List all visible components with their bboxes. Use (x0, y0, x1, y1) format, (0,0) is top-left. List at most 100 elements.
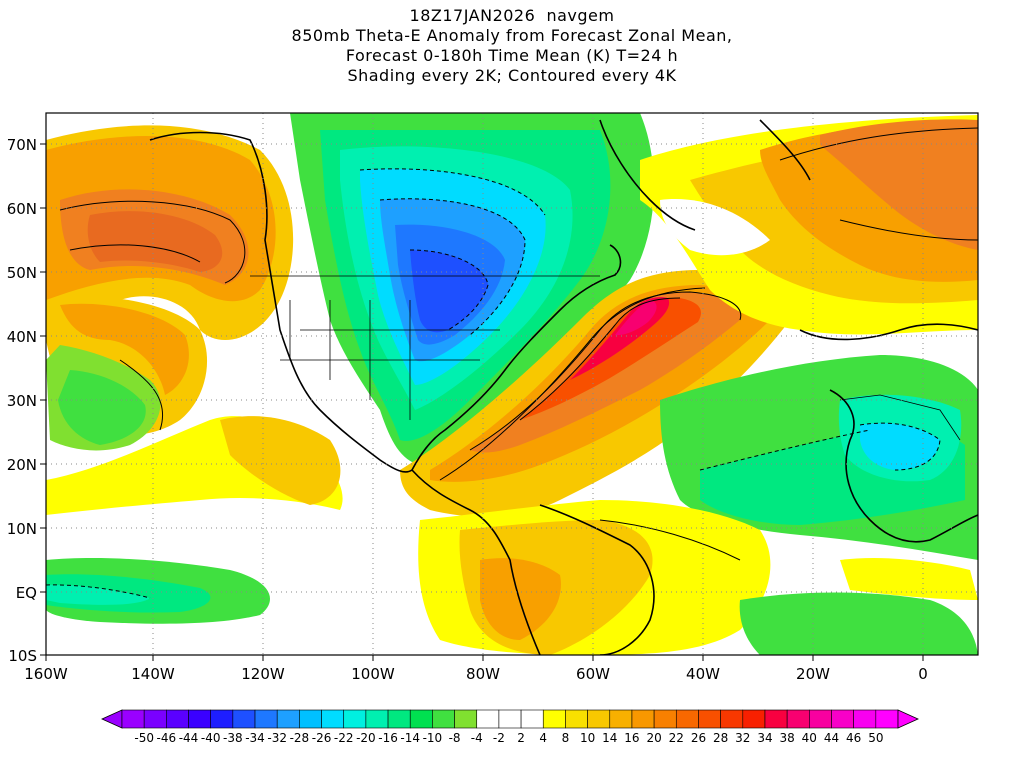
colorbar-label: -10 (423, 731, 443, 745)
lon-label: 120W (241, 665, 285, 683)
colorbar-label: 16 (624, 731, 639, 745)
title-block: 18Z17JAN2026 navgem 850mb Theta-E Anomal… (0, 6, 1024, 86)
colorbar-label: 28 (713, 731, 728, 745)
colorbar-label: -2 (493, 731, 505, 745)
colorbar-label: 40 (802, 731, 817, 745)
colorbar-swatch (609, 709, 633, 729)
colorbar-label: -22 (334, 731, 354, 745)
colorbar-swatch (343, 709, 367, 729)
colorbar-label: 14 (602, 731, 617, 745)
colorbar-label: -38 (223, 731, 243, 745)
colorbar-swatch (675, 709, 699, 729)
colorbar-swatch (698, 709, 721, 729)
lon-label: 140W (131, 665, 175, 683)
colorbar-label: -44 (179, 731, 199, 745)
colorbar-label: 10 (580, 731, 595, 745)
colorbar-swatch (432, 709, 455, 729)
colorbar-swatch (254, 709, 278, 729)
colorbar-label: -28 (290, 731, 310, 745)
colorbar-swatch (742, 709, 766, 729)
colorbar-label: -8 (449, 731, 461, 745)
colorbar-label: -4 (471, 731, 483, 745)
colorbar-label: -26 (312, 731, 332, 745)
grid-lines (46, 113, 978, 655)
colorbar-swatch (587, 709, 611, 729)
colorbar-arrow-low (101, 709, 123, 729)
colorbar-swatch (121, 709, 145, 729)
colorbar-label: -14 (400, 731, 420, 745)
colorbar-swatch (809, 709, 832, 729)
lon-label: 20W (796, 665, 830, 683)
colorbar-label: 50 (868, 731, 883, 745)
longitude-labels: 160W 140W 120W 100W 80W 60W 40W 20W 0 (24, 665, 928, 683)
colorbar-swatch (720, 709, 744, 729)
colorbar-label: 46 (846, 731, 861, 745)
colorbar-swatch (299, 709, 322, 729)
colorbar-swatch (520, 709, 544, 729)
colorbar-swatch (365, 709, 389, 729)
colorbar-swatch (387, 709, 411, 729)
colorbar-swatch (764, 709, 788, 729)
colorbar-swatch (786, 709, 810, 729)
colorbar-swatch (143, 709, 167, 729)
lat-label: 30N (7, 392, 37, 410)
colorbar-label: 8 (562, 731, 570, 745)
colorbar-label: 32 (735, 731, 750, 745)
colorbar-label: 2 (517, 731, 525, 745)
colorbar-label: 34 (757, 731, 772, 745)
colorbar-label: 22 (669, 731, 684, 745)
axis-ticks (40, 143, 924, 661)
colorbar-label: -32 (267, 731, 287, 745)
colorbar-swatch (321, 709, 345, 729)
lat-label: 10S (8, 647, 37, 665)
coastlines (149, 119, 978, 655)
lat-label: 40N (7, 328, 37, 346)
political-boundaries (250, 275, 961, 441)
title-line-4: Shading every 2K; Contoured every 4K (347, 66, 677, 85)
lat-label: 50N (7, 264, 37, 282)
lon-label: 60W (576, 665, 610, 683)
colorbar-swatch (875, 709, 899, 729)
colorbar-swatch (232, 709, 256, 729)
lon-label: 100W (351, 665, 395, 683)
lat-label: 20N (7, 456, 37, 474)
colorbar-label: 4 (539, 731, 547, 745)
lat-label: 10N (7, 520, 37, 538)
colorbar-swatch (831, 709, 854, 729)
colorbar-label: -34 (245, 731, 265, 745)
colorbar-swatch (653, 709, 677, 729)
colorbar-swatch (454, 709, 478, 729)
lon-label: 0 (918, 665, 928, 683)
map-frame (45, 112, 979, 656)
colorbar-swatch (166, 709, 189, 729)
title-line-2: 850mb Theta-E Anomaly from Forecast Zona… (291, 26, 733, 45)
lon-label: 160W (24, 665, 68, 683)
colorbar-swatch (565, 709, 588, 729)
colorbar-swatch (498, 709, 522, 729)
colorbar-label: 20 (646, 731, 661, 745)
colorbar-label: -50 (134, 731, 154, 745)
colorbar-swatch (409, 709, 433, 729)
colorbar-label: -16 (378, 731, 398, 745)
colorbar-arrow-high (897, 709, 919, 729)
contour-lines (59, 127, 978, 561)
latitude-labels: 70N 60N 50N 40N 30N 20N 10N EQ 10S (7, 136, 37, 665)
map-field (46, 113, 978, 655)
lat-label: EQ (16, 584, 37, 602)
title-line-3: Forecast 0-180h Time Mean (K) T=24 h (345, 46, 679, 65)
lat-label: 60N (7, 200, 37, 218)
colorbar-label: -20 (356, 731, 376, 745)
colorbar-swatch (188, 709, 211, 729)
colorbar-swatch (276, 709, 300, 729)
colorbar-swatch (631, 709, 655, 729)
colorbar-swatch (210, 709, 234, 729)
colorbar-swatch (853, 709, 877, 729)
colorbar-label: -40 (201, 731, 221, 745)
colorbar-label: 44 (824, 731, 839, 745)
colorbar-label: 26 (691, 731, 706, 745)
lat-label: 70N (7, 136, 37, 154)
colorbar-swatch (476, 709, 500, 729)
lon-label: 80W (466, 665, 500, 683)
title-line-1: 18Z17JAN2026 navgem (409, 6, 615, 25)
